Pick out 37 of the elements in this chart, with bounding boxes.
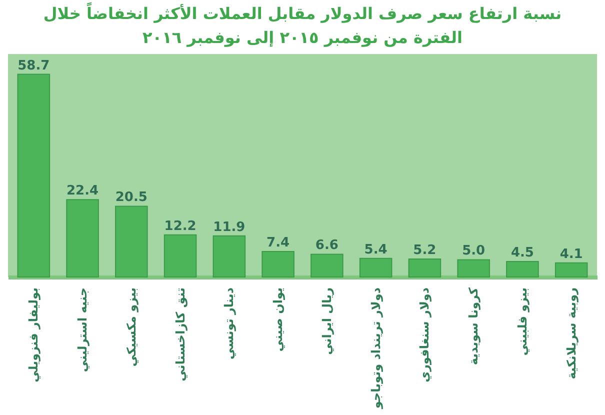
data-label: 22.4 <box>66 184 99 199</box>
bar <box>212 235 246 278</box>
x-tick-label: تنق كازاخستاني <box>173 288 188 382</box>
data-label: 6.6 <box>315 238 338 254</box>
data-label: 5.0 <box>462 244 486 259</box>
data-label: 5.2 <box>413 243 436 258</box>
x-tick-label: ريال ايراني <box>320 287 334 355</box>
x-tick-label: روبية سريلانكية <box>564 287 578 380</box>
bar <box>457 259 490 278</box>
data-label: 20.5 <box>115 190 148 206</box>
data-label: 5.4 <box>364 242 388 258</box>
x-tick-label: بوليفار فنزويلي <box>26 288 41 382</box>
bar <box>506 260 539 278</box>
bar <box>66 199 99 278</box>
data-label: 4.5 <box>510 245 534 260</box>
x-tick-label: دولار سنغافوري <box>418 288 432 382</box>
bar <box>17 74 50 278</box>
chart-title: نسبة ارتفاع سعر صرف الدولار مقابل العملات الأكثر انخفاضاً خلال الفترة من نوفمبر ٢٠١٥ إلى نوفمبر ٢٠١٦ <box>43 1 562 47</box>
x-tick-label: دينار تونسي <box>222 288 236 360</box>
data-label: 12.2 <box>164 218 196 234</box>
x-tick-label: يوان صيني <box>271 288 286 352</box>
bar <box>115 206 148 278</box>
data-label: 11.9 <box>213 220 246 235</box>
bar <box>554 262 588 278</box>
x-tick-label: كرونا سويدية <box>466 287 481 366</box>
bar <box>262 250 294 278</box>
data-label: 4.1 <box>560 246 583 262</box>
bar <box>408 258 442 278</box>
x-tick-label: دولار ترينداد وتوباجو <box>368 288 383 410</box>
x-tick-label: جنيه استرليني <box>76 288 90 372</box>
data-label: 58.7 <box>18 58 50 74</box>
bar <box>164 234 197 278</box>
data-label: 7.4 <box>266 235 290 250</box>
x-tick-label: بيزو فلبيني <box>515 288 530 356</box>
bar <box>359 258 392 278</box>
x-tick-label: بيزو مكسيكي <box>124 288 138 367</box>
bar <box>310 254 344 278</box>
